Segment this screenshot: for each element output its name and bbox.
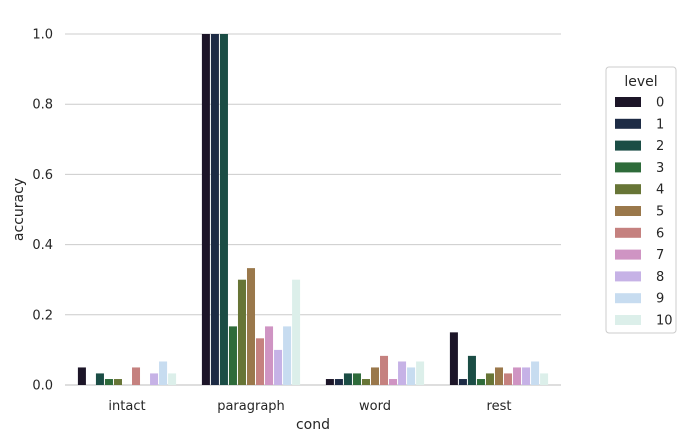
bar-paragraph-level-4	[237, 279, 246, 385]
bar-rest-level-0	[449, 332, 458, 385]
bar-word-level-2	[343, 373, 352, 385]
x-tick-labels: intact paragraph word rest	[108, 399, 511, 414]
legend: level 0 1 2 3 4 5 6 7 8 9 10	[605, 66, 677, 334]
legend-label: 0	[656, 96, 664, 111]
bar-word-level-5	[370, 367, 380, 385]
legend-label: 10	[656, 314, 673, 329]
bar-word-level-0	[325, 379, 334, 385]
bar-word-level-6	[380, 355, 389, 385]
y-tick-label: 1.0	[32, 28, 53, 43]
y-tick-label: 0.4	[32, 238, 53, 253]
legend-label: 8	[656, 270, 664, 285]
legend-swatch	[615, 315, 641, 325]
legend-title: level	[624, 74, 657, 90]
bar-rest-level-4	[485, 373, 494, 385]
bar-paragraph-level-0	[201, 34, 210, 385]
legend-label: 1	[656, 117, 664, 132]
bar-intact-level-8	[150, 373, 159, 385]
y-tick-label: 0.6	[32, 168, 53, 183]
bars	[77, 34, 549, 385]
bar-word-level-3	[352, 373, 361, 385]
legend-label: 7	[656, 248, 664, 263]
bar-word-level-7	[389, 379, 398, 385]
bar-word-level-10	[416, 361, 425, 385]
legend-swatch	[615, 162, 641, 173]
x-tick-label: intact	[108, 399, 145, 414]
bar-word-level-8	[398, 361, 407, 385]
bar-intact-level-9	[159, 361, 168, 385]
gridlines	[65, 33, 561, 386]
bar-paragraph-level-6	[256, 338, 265, 385]
bar-intact-level-10	[168, 373, 177, 385]
legend-swatch	[615, 271, 641, 282]
bar-rest-level-7	[513, 367, 522, 385]
bar-rest-level-8	[522, 367, 531, 385]
y-tick-labels: 0.0 0.2 0.4 0.6 0.8 1.0	[32, 28, 53, 394]
bar-rest-level-6	[504, 373, 513, 385]
bar-intact-level-6	[132, 367, 141, 385]
legend-swatch	[615, 97, 641, 107]
x-tick-label: paragraph	[217, 399, 285, 414]
legend-swatch	[615, 206, 641, 216]
legend-swatch	[615, 184, 641, 195]
legend-label: 3	[656, 161, 664, 176]
y-tick-label: 0.0	[32, 379, 53, 394]
bar-word-level-4	[361, 379, 370, 385]
legend-swatch	[615, 249, 641, 260]
bar-paragraph-level-7	[265, 326, 274, 385]
legend-label: 2	[656, 139, 664, 154]
bar-rest-level-10	[540, 373, 549, 385]
bar-paragraph-level-1	[210, 34, 219, 385]
bar-intact-level-0	[77, 367, 86, 385]
legend-label: 4	[656, 183, 664, 198]
bar-paragraph-level-2	[219, 34, 228, 385]
legend-label: 9	[656, 292, 664, 307]
legend-frame	[605, 66, 677, 334]
x-tick-label: rest	[487, 399, 512, 414]
bar-paragraph-level-10	[292, 279, 301, 385]
x-axis-label: cond	[296, 417, 330, 433]
bar-paragraph-level-3	[228, 326, 237, 385]
legend-swatch	[615, 227, 641, 238]
bar-rest-level-3	[476, 379, 485, 385]
bar-rest-level-9	[531, 361, 540, 385]
bar-word-level-9	[407, 367, 416, 385]
bar-paragraph-level-9	[283, 326, 292, 385]
bar-word-level-1	[334, 379, 343, 385]
bar-rest-level-1	[458, 379, 467, 385]
bar-rest-level-2	[467, 355, 476, 385]
bar-paragraph-level-5	[246, 268, 256, 385]
bar-paragraph-level-8	[274, 349, 283, 385]
legend-swatch	[615, 293, 641, 304]
y-tick-label: 0.8	[32, 98, 53, 113]
bar-intact-level-4	[113, 379, 122, 385]
legend-label: 6	[656, 226, 664, 241]
bar-intact-level-3	[104, 379, 113, 385]
y-axis-label: accuracy	[11, 178, 27, 241]
legend-label: 5	[656, 205, 664, 220]
legend-swatch	[615, 140, 641, 151]
legend-swatch	[615, 118, 641, 129]
bar-rest-level-5	[494, 367, 504, 385]
x-tick-label: word	[359, 399, 391, 414]
y-tick-label: 0.2	[32, 308, 53, 323]
bar-intact-level-2	[95, 373, 104, 385]
